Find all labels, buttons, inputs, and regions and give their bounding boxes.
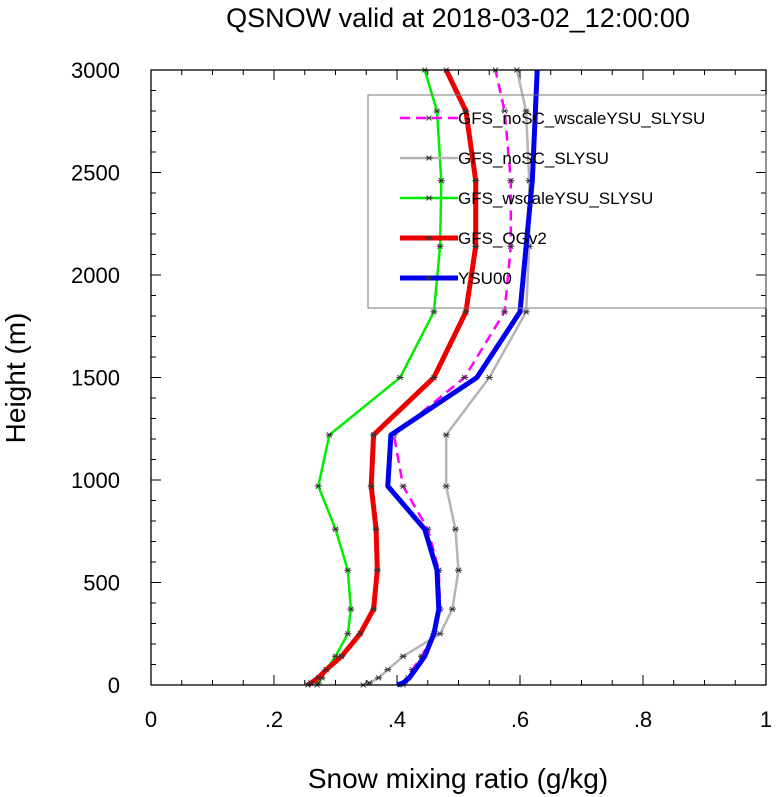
data-point-marker bbox=[442, 483, 450, 489]
x-axis-label: Snow mixing ratio (g/kg) bbox=[308, 763, 608, 794]
data-point-marker bbox=[451, 526, 459, 533]
data-point-marker bbox=[472, 243, 480, 250]
data-point-marker bbox=[522, 108, 530, 114]
y-tick-label: 2000 bbox=[71, 263, 120, 288]
data-point-marker bbox=[436, 630, 444, 637]
y-tick-label: 2500 bbox=[71, 161, 120, 186]
data-point-marker bbox=[322, 666, 330, 673]
data-point-marker bbox=[501, 108, 509, 114]
data-point-marker bbox=[430, 309, 438, 315]
data-point-marker bbox=[472, 177, 480, 184]
series-line-ysu00 bbox=[385, 69, 540, 688]
legend-marker bbox=[425, 155, 433, 161]
data-point-marker bbox=[332, 526, 339, 533]
data-point-marker bbox=[314, 675, 322, 681]
data-point-marker bbox=[461, 374, 469, 381]
data-point-marker bbox=[455, 567, 462, 574]
legend-marker bbox=[425, 235, 433, 241]
legend-label: GFS_noSC_SLYSU bbox=[458, 149, 609, 168]
legend-label: GFS_noSC_wscaleYSU_SLYSU bbox=[458, 109, 705, 128]
series-line-gfs-wscaleysu-slysu bbox=[316, 69, 443, 686]
data-point-marker bbox=[507, 243, 515, 250]
x-tick-label: .2 bbox=[265, 707, 283, 732]
y-tick-label: 0 bbox=[108, 673, 120, 698]
series-line-gfs-ogv2 bbox=[306, 68, 479, 688]
data-point-marker bbox=[347, 606, 355, 612]
plot-area: 0 .2 .4 .6 .8 1 0 500 1000 1500 2000 2500 3000 bbox=[71, 58, 772, 732]
plot-frame bbox=[150, 69, 767, 686]
data-point-marker bbox=[384, 666, 392, 673]
data-point-marker bbox=[370, 606, 378, 612]
data-point-marker bbox=[338, 653, 346, 660]
legend-label: YSU00 bbox=[458, 269, 512, 288]
legend-label: GFS_OGv2 bbox=[458, 229, 547, 248]
data-point-marker bbox=[442, 432, 450, 438]
data-point-marker bbox=[436, 243, 444, 250]
data-point-marker bbox=[448, 606, 456, 612]
data-point-marker bbox=[430, 374, 438, 381]
data-point-marker bbox=[462, 108, 470, 114]
data-point-marker bbox=[370, 432, 378, 438]
data-point-marker bbox=[507, 177, 515, 184]
legend-marker bbox=[425, 115, 433, 121]
chart-title: QSNOW valid at 2018-03-02_12:00:00 bbox=[226, 3, 690, 33]
data-point-marker bbox=[462, 309, 470, 315]
x-tick-label: .8 bbox=[634, 707, 652, 732]
data-point-marker bbox=[501, 309, 509, 315]
data-point-marker bbox=[325, 432, 333, 438]
data-point-marker bbox=[375, 675, 383, 681]
legend-label: GFS_wscaleYSU_SLYSU bbox=[458, 189, 653, 208]
data-point-marker bbox=[344, 567, 352, 574]
data-point-marker bbox=[396, 374, 404, 381]
data-point-marker bbox=[522, 309, 530, 315]
data-point-marker bbox=[433, 108, 441, 114]
data-point-marker bbox=[399, 653, 407, 660]
data-point-marker bbox=[367, 483, 375, 489]
data-point-marker bbox=[372, 526, 380, 533]
y-tick-label: 1500 bbox=[71, 366, 120, 391]
y-axis-label: Height (m) bbox=[0, 313, 31, 444]
y-tick-label: 1000 bbox=[71, 468, 120, 493]
x-tick-label: 0 bbox=[145, 707, 157, 732]
data-point-marker bbox=[399, 483, 407, 489]
x-tick-label: 1 bbox=[760, 707, 772, 732]
data-point-marker bbox=[485, 374, 493, 381]
legend: GFS_noSC_wscaleYSU_SLYSU GFS_noSC_SLYSU GF… bbox=[367, 94, 767, 309]
data-point-marker bbox=[314, 483, 322, 489]
x-tick-label: .6 bbox=[511, 707, 529, 732]
data-point-marker bbox=[437, 177, 445, 184]
y-tick-label: 3000 bbox=[71, 58, 120, 83]
x-tick-label: .4 bbox=[388, 707, 406, 732]
legend-box bbox=[367, 94, 767, 309]
data-point-marker bbox=[356, 630, 364, 637]
data-point-marker bbox=[344, 630, 352, 637]
legend-marker bbox=[425, 275, 433, 281]
data-point-marker bbox=[373, 567, 381, 574]
legend-marker bbox=[425, 195, 433, 201]
y-tick-label: 500 bbox=[83, 571, 120, 596]
